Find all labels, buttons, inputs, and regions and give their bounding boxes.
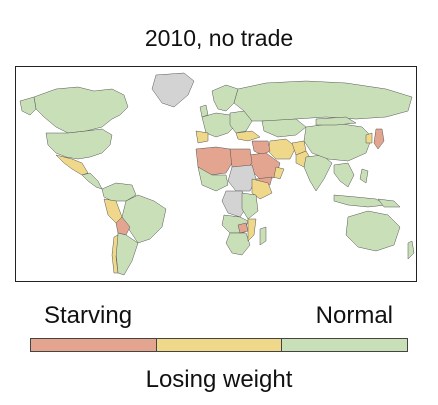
zimbabwe (237, 222, 249, 234)
kazakhstan (261, 118, 307, 138)
mozambique (247, 218, 257, 242)
greenland (151, 72, 195, 108)
sahel-nodata (227, 164, 257, 192)
china (303, 122, 373, 162)
legend-swatch-losing-weight (155, 339, 282, 351)
colombia-venezuela (101, 182, 137, 202)
world-map (15, 66, 417, 282)
world-map-svg (19, 72, 415, 276)
philippines (359, 168, 369, 184)
west-africa (197, 166, 229, 192)
legend-label-starving: Starving (44, 302, 133, 329)
turkey (235, 130, 261, 142)
bolivia (115, 216, 131, 236)
russia (233, 80, 413, 122)
japan (373, 128, 385, 150)
alaska (19, 96, 37, 116)
east-africa (241, 192, 259, 220)
korea (365, 132, 373, 144)
canada (33, 86, 129, 134)
chile-strip (111, 234, 119, 274)
australia (345, 210, 401, 252)
scandinavia (211, 84, 239, 112)
southern-africa (225, 232, 251, 256)
oman (273, 166, 285, 180)
indonesia (333, 194, 387, 208)
uk (199, 104, 209, 118)
india (303, 154, 333, 192)
new-zealand (407, 240, 415, 260)
usa (45, 128, 113, 160)
central-america (81, 172, 103, 190)
new-guinea (377, 198, 401, 208)
argentina-chile (115, 232, 139, 276)
mongolia (315, 116, 357, 126)
se-asia (333, 162, 355, 188)
iraq-syria (251, 140, 271, 156)
legend-color-bar (30, 338, 408, 352)
legend-swatch-normal (281, 339, 408, 351)
legend-label-normal: Normal (315, 302, 393, 329)
legend-label-losing-weight: Losing weight (145, 366, 293, 393)
iran (267, 138, 297, 160)
madagascar (259, 226, 267, 246)
iberia (195, 130, 209, 144)
legend-swatch-starving (31, 339, 156, 351)
ethiopia-somalia (251, 178, 273, 200)
brazil (121, 194, 167, 244)
map-title: 2010, no trade (144, 25, 294, 51)
